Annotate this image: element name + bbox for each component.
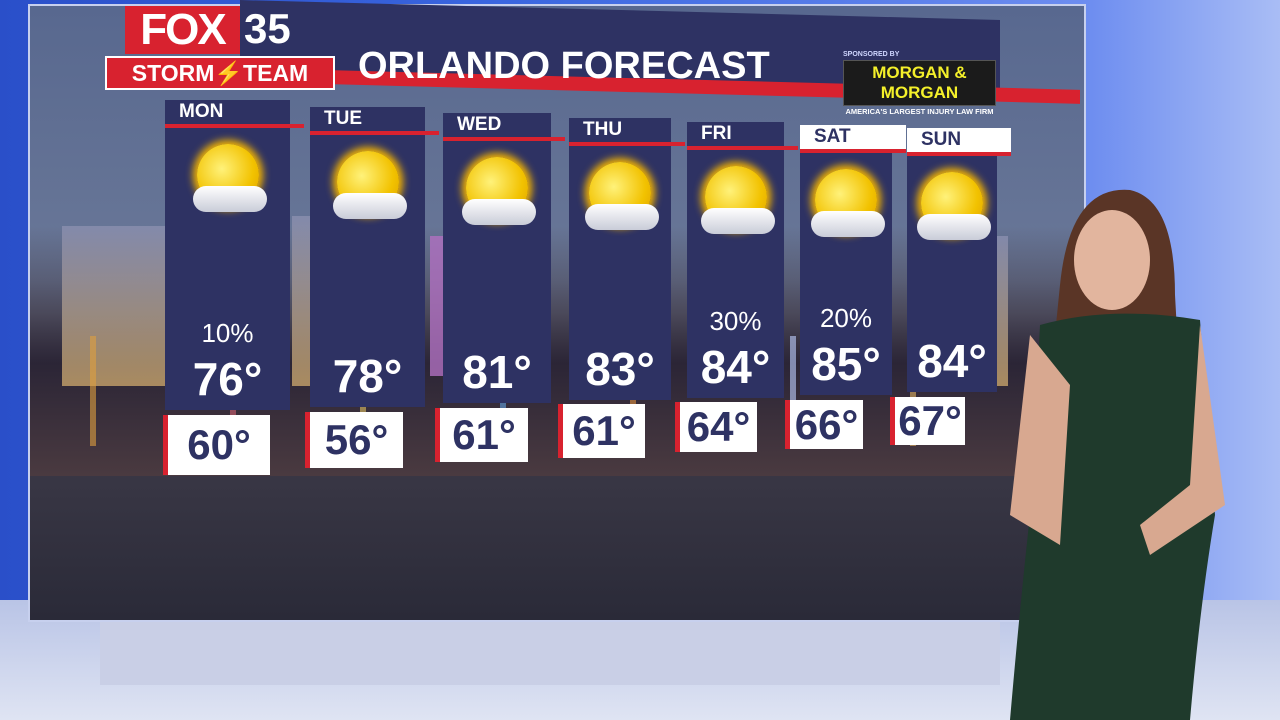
- low-temp: 56°: [305, 412, 403, 468]
- mostly-sunny-icon: [575, 158, 665, 238]
- precip-chance: [907, 300, 997, 330]
- high-temp: 81°: [462, 346, 532, 398]
- precip-chance: 10%: [201, 318, 254, 348]
- high-temp: 84°: [917, 335, 987, 387]
- partly-cloudy-icon: [323, 147, 413, 227]
- screen-base: [100, 620, 1000, 685]
- high-temp: 85°: [811, 338, 881, 390]
- cloud-icon: [585, 204, 659, 230]
- day-label: WED: [443, 113, 565, 141]
- fox-logo: FOX: [125, 6, 240, 54]
- cloud-icon: [917, 214, 991, 240]
- precip-chance: [443, 311, 551, 341]
- precip-chance: 30%: [709, 306, 762, 336]
- storm-team-logo: STORM⚡TEAM: [105, 56, 335, 90]
- sponsor-block: SPONSORED BY MORGAN & MORGAN AMERICA'S L…: [843, 50, 996, 116]
- high-temp: 84°: [700, 341, 771, 393]
- forecast-day-wed: WED 81°: [443, 113, 565, 403]
- mostly-sunny-icon: [907, 168, 997, 248]
- cloud-icon: [462, 199, 536, 225]
- low-temp: 66°: [785, 400, 863, 449]
- cloud-icon: [700, 208, 775, 234]
- day-label: MON: [165, 100, 304, 128]
- high-temp: 76°: [192, 353, 263, 405]
- precip-chance: [310, 315, 425, 345]
- forecast-day-tue: TUE 78°: [310, 107, 439, 407]
- low-temp: 67°: [890, 397, 965, 445]
- partly-cloudy-icon: [691, 162, 781, 242]
- low-temp: 64°: [675, 402, 757, 452]
- cloud-icon: [332, 193, 407, 219]
- low-temp: 61°: [558, 404, 645, 458]
- forecast-day-mon: MON 10% 76°: [165, 100, 304, 410]
- high-temp: 83°: [585, 343, 655, 395]
- cloud-icon: [192, 186, 267, 212]
- forecast-day-fri: FRI 30% 84°: [687, 122, 798, 398]
- mostly-sunny-icon: [183, 140, 273, 220]
- day-label: FRI: [687, 122, 798, 150]
- day-label: THU: [569, 118, 685, 146]
- sponsor-label: SPONSORED BY: [843, 51, 900, 58]
- day-label: SAT: [800, 125, 906, 153]
- high-temp: 78°: [332, 350, 403, 402]
- sponsor-tagline: AMERICA'S LARGEST INJURY LAW FIRM: [845, 107, 994, 116]
- channel-number: 35: [244, 5, 291, 52]
- forecast-day-sun: SUN 84°: [907, 128, 1011, 392]
- precip-chance: 20%: [819, 303, 873, 333]
- page-title: ORLANDO FORECAST: [358, 45, 770, 87]
- meteorologist: [1010, 189, 1225, 720]
- precip-chance: [569, 308, 671, 338]
- low-temp: 60°: [163, 415, 270, 475]
- low-temp: 61°: [435, 408, 528, 462]
- day-label: TUE: [310, 107, 439, 135]
- mostly-sunny-icon: [452, 153, 542, 233]
- forecast-day-sat: SAT 20% 85°: [800, 125, 906, 395]
- partly-cloudy-icon: [801, 165, 891, 245]
- forecast-day-thu: THU 83°: [569, 118, 685, 400]
- day-label: SUN: [907, 128, 1011, 156]
- sponsor-name: MORGAN & MORGAN: [843, 60, 996, 106]
- cloud-icon: [811, 211, 885, 237]
